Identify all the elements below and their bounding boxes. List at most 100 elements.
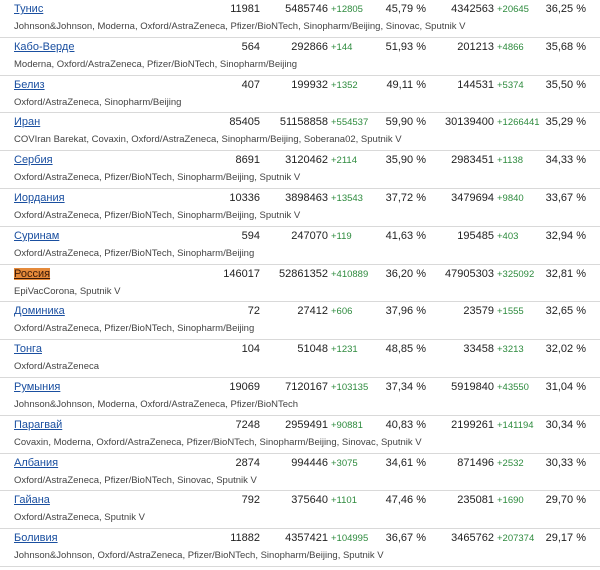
fully-vaccinated-value: 195485 <box>457 229 494 242</box>
fully-delta: +325092 <box>497 268 535 280</box>
country-link[interactable]: Румыния <box>14 380 61 393</box>
table-row: Румыния 19069 7120167 +103135 37,34 % 59… <box>0 378 600 416</box>
doses-value: 3898463 <box>285 191 328 204</box>
doses-delta: +1231 <box>331 344 358 356</box>
fully-vaccinated-value: 3479694 <box>451 191 494 204</box>
fully-vaccinated-value: 3465762 <box>451 532 494 545</box>
percent-once: 40,83 % <box>385 418 426 431</box>
doses-value: 51048 <box>297 343 328 356</box>
fully-vaccinated-value: 235081 <box>457 494 494 507</box>
population-value: 19069 <box>229 380 260 393</box>
table-row: Сербия 8691 3120462 +2114 35,90 % 298345… <box>0 151 600 189</box>
population-value: 8691 <box>235 154 260 167</box>
table-row: Иордания 10336 3898463 +13543 37,72 % 34… <box>0 189 600 227</box>
fully-vaccinated-value: 871496 <box>457 456 494 469</box>
country-link[interactable]: Иран <box>14 116 41 129</box>
percent-once: 37,72 % <box>385 191 426 204</box>
fully-delta: +1555 <box>497 306 524 318</box>
row-stats: Доминика 72 27412 +606 37,96 % 23579 +15… <box>0 303 600 321</box>
fully-delta: +207374 <box>497 533 535 545</box>
row-vaccines: Moderna, Oxford/AstraZeneca, Pfizer/BioN… <box>0 57 600 75</box>
percent-once: 59,90 % <box>385 116 426 129</box>
fully-vaccinated-value: 30139400 <box>445 116 494 129</box>
row-stats: Тонга 104 51048 +1231 48,85 % 33458 +321… <box>0 341 600 359</box>
population-value: 2874 <box>235 456 260 469</box>
country-link[interactable]: Гайана <box>14 494 50 507</box>
row-stats: Белиз 407 199932 +1352 49,11 % 144531 +5… <box>0 77 600 95</box>
country-link[interactable]: Сербия <box>14 154 53 167</box>
fully-delta: +20645 <box>497 4 529 15</box>
doses-value: 7120167 <box>285 380 328 393</box>
vaccines-list: EpiVacCorona, Sputnik V <box>14 285 121 297</box>
percent-full: 30,34 % <box>545 418 586 431</box>
row-vaccines: Oxford/AstraZeneca, Pfizer/BioNTech, Sin… <box>0 321 600 339</box>
row-vaccines: Oxford/AstraZeneca, Sinopharm/Beijing <box>0 95 600 113</box>
row-stats: Парагвай 7248 2959491 +90881 40,83 % 219… <box>0 417 600 435</box>
vaccines-list: COVIran Barekat, Covaxin, Oxford/AstraZe… <box>14 134 402 146</box>
percent-once: 36,20 % <box>385 267 426 280</box>
country-link[interactable]: Белиз <box>14 78 45 91</box>
row-stats: Иран 85405 51158858 +554537 59,90 % 3013… <box>0 114 600 132</box>
row-stats: Сербия 8691 3120462 +2114 35,90 % 298345… <box>0 152 600 170</box>
doses-value: 3120462 <box>285 154 328 167</box>
vaccines-list: Oxford/AstraZeneca, Pfizer/BioNTech, Sin… <box>14 209 301 221</box>
fully-vaccinated-value: 33458 <box>463 343 494 356</box>
doses-value: 4357421 <box>285 532 328 545</box>
doses-value: 247070 <box>291 229 328 242</box>
percent-full: 32,65 % <box>545 305 586 318</box>
doses-delta: +606 <box>331 306 353 318</box>
vaccines-list: Johnson&Johnson, Oxford/AstraZeneca, Pfi… <box>14 550 384 562</box>
table-row: Россия 146017 52861352 +410889 36,20 % 4… <box>0 265 600 303</box>
country-link[interactable]: Иордания <box>14 191 65 204</box>
percent-once: 41,63 % <box>385 229 426 242</box>
percent-full: 32,81 % <box>545 267 586 280</box>
country-link[interactable]: Тонга <box>14 343 42 356</box>
vaccines-list: Oxford/AstraZeneca, Pfizer/BioNTech, Sin… <box>14 323 255 335</box>
doses-delta: +1101 <box>331 495 357 507</box>
country-link[interactable]: Кабо-Верде <box>14 40 75 53</box>
row-vaccines: Oxford/AstraZeneca <box>0 359 600 377</box>
doses-delta: +554537 <box>331 117 369 129</box>
table-row: Доминика 72 27412 +606 37,96 % 23579 +15… <box>0 302 600 341</box>
population-value: 407 <box>241 78 260 91</box>
doses-value: 292866 <box>291 40 328 53</box>
row-stats: Румыния 19069 7120167 +103135 37,34 % 59… <box>0 379 600 397</box>
fully-vaccinated-value: 144531 <box>457 78 494 91</box>
vaccines-list: Oxford/AstraZeneca, Pfizer/BioNTech, Sin… <box>14 474 257 486</box>
country-link[interactable]: Доминика <box>14 305 65 318</box>
row-stats: Иордания 10336 3898463 +13543 37,72 % 34… <box>0 190 600 208</box>
table-row: Парагвай 7248 2959491 +90881 40,83 % 219… <box>0 416 600 454</box>
doses-delta: +90881 <box>331 419 363 431</box>
vaccines-list: Oxford/AstraZeneca, Sputnik V <box>14 512 145 524</box>
percent-once: 48,85 % <box>385 343 426 356</box>
percent-full: 32,02 % <box>545 343 586 356</box>
country-link[interactable]: Тунис <box>14 3 44 15</box>
doses-value: 52861352 <box>279 267 328 280</box>
country-link[interactable]: Россия <box>14 267 51 280</box>
table-row: Албания 2874 994446 +3075 34,61 % 871496… <box>0 454 600 492</box>
country-link[interactable]: Суринам <box>14 229 60 242</box>
fully-vaccinated-value: 47905303 <box>445 267 494 280</box>
percent-full: 36,25 % <box>545 3 586 15</box>
fully-vaccinated-value: 4342563 <box>451 3 494 15</box>
population-value: 10336 <box>229 191 260 204</box>
percent-once: 37,96 % <box>385 305 426 318</box>
fully-delta: +3213 <box>497 344 524 356</box>
country-link[interactable]: Албания <box>14 456 59 469</box>
population-value: 792 <box>241 494 260 507</box>
percent-full: 33,67 % <box>545 191 586 204</box>
doses-delta: +12805 <box>331 4 363 15</box>
fully-delta: +1690 <box>497 495 524 507</box>
percent-full: 29,70 % <box>545 494 586 507</box>
doses-value: 199932 <box>291 78 328 91</box>
vaccines-list: Oxford/AstraZeneca, Pfizer/BioNTech, Sin… <box>14 247 255 259</box>
row-stats: Кабо-Верде 564 292866 +144 51,93 % 20121… <box>0 39 600 57</box>
table-row: Тонга 104 51048 +1231 48,85 % 33458 +321… <box>0 340 600 378</box>
percent-full: 32,94 % <box>545 229 586 242</box>
country-link[interactable]: Боливия <box>14 532 58 545</box>
country-link[interactable]: Парагвай <box>14 418 63 431</box>
vaccines-list: Covaxin, Moderna, Oxford/AstraZeneca, Pf… <box>14 436 422 448</box>
fully-delta: +1138 <box>497 155 523 167</box>
table-row: Суринам 594 247070 +119 41,63 % 195485 +… <box>0 227 600 265</box>
